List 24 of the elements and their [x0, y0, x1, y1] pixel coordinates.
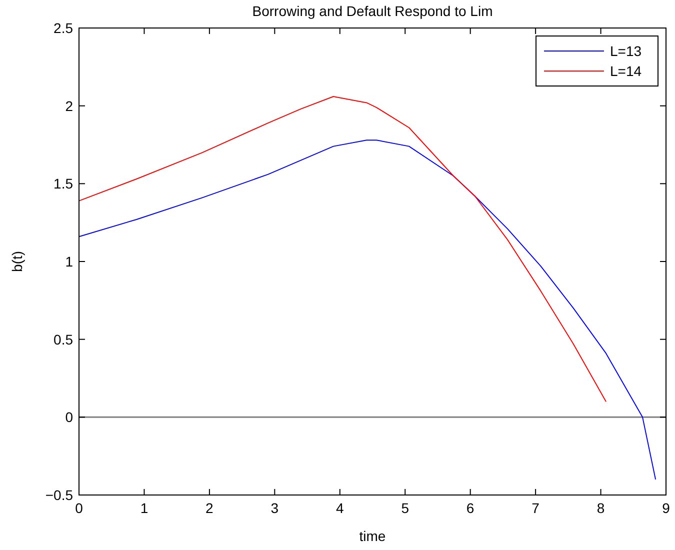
x-tick-label: 0 — [75, 500, 84, 516]
y-tick-label: 1.5 — [54, 176, 74, 192]
legend-label: L=13 — [610, 43, 642, 59]
y-tick-label: 2.5 — [54, 20, 74, 36]
y-tick-label: 2 — [65, 98, 74, 114]
line-series — [78, 140, 656, 480]
x-tick-label: 9 — [662, 500, 670, 516]
x-tick-label: 4 — [336, 500, 344, 516]
x-axis-title: time — [359, 528, 386, 544]
chart-title: Borrowing and Default Respond to Lim — [252, 3, 493, 19]
x-tick-label: 3 — [270, 500, 279, 516]
y-axis-title: b(t) — [9, 251, 25, 272]
y-tick-label: 1 — [65, 254, 74, 270]
x-tick-label: 7 — [532, 500, 540, 516]
legend-label: L=14 — [610, 63, 642, 79]
x-tick-label: 6 — [466, 500, 474, 516]
x-tick-label: 5 — [401, 500, 410, 516]
x-tick-label: 2 — [206, 500, 214, 516]
y-tick-label: 0.5 — [54, 331, 74, 348]
y-tick-label: 0 — [65, 409, 74, 426]
x-tick-label: 1 — [140, 500, 148, 516]
y-tick-label: −0.5 — [45, 487, 74, 503]
x-tick-label: 8 — [596, 500, 605, 516]
line-series — [78, 96, 606, 402]
